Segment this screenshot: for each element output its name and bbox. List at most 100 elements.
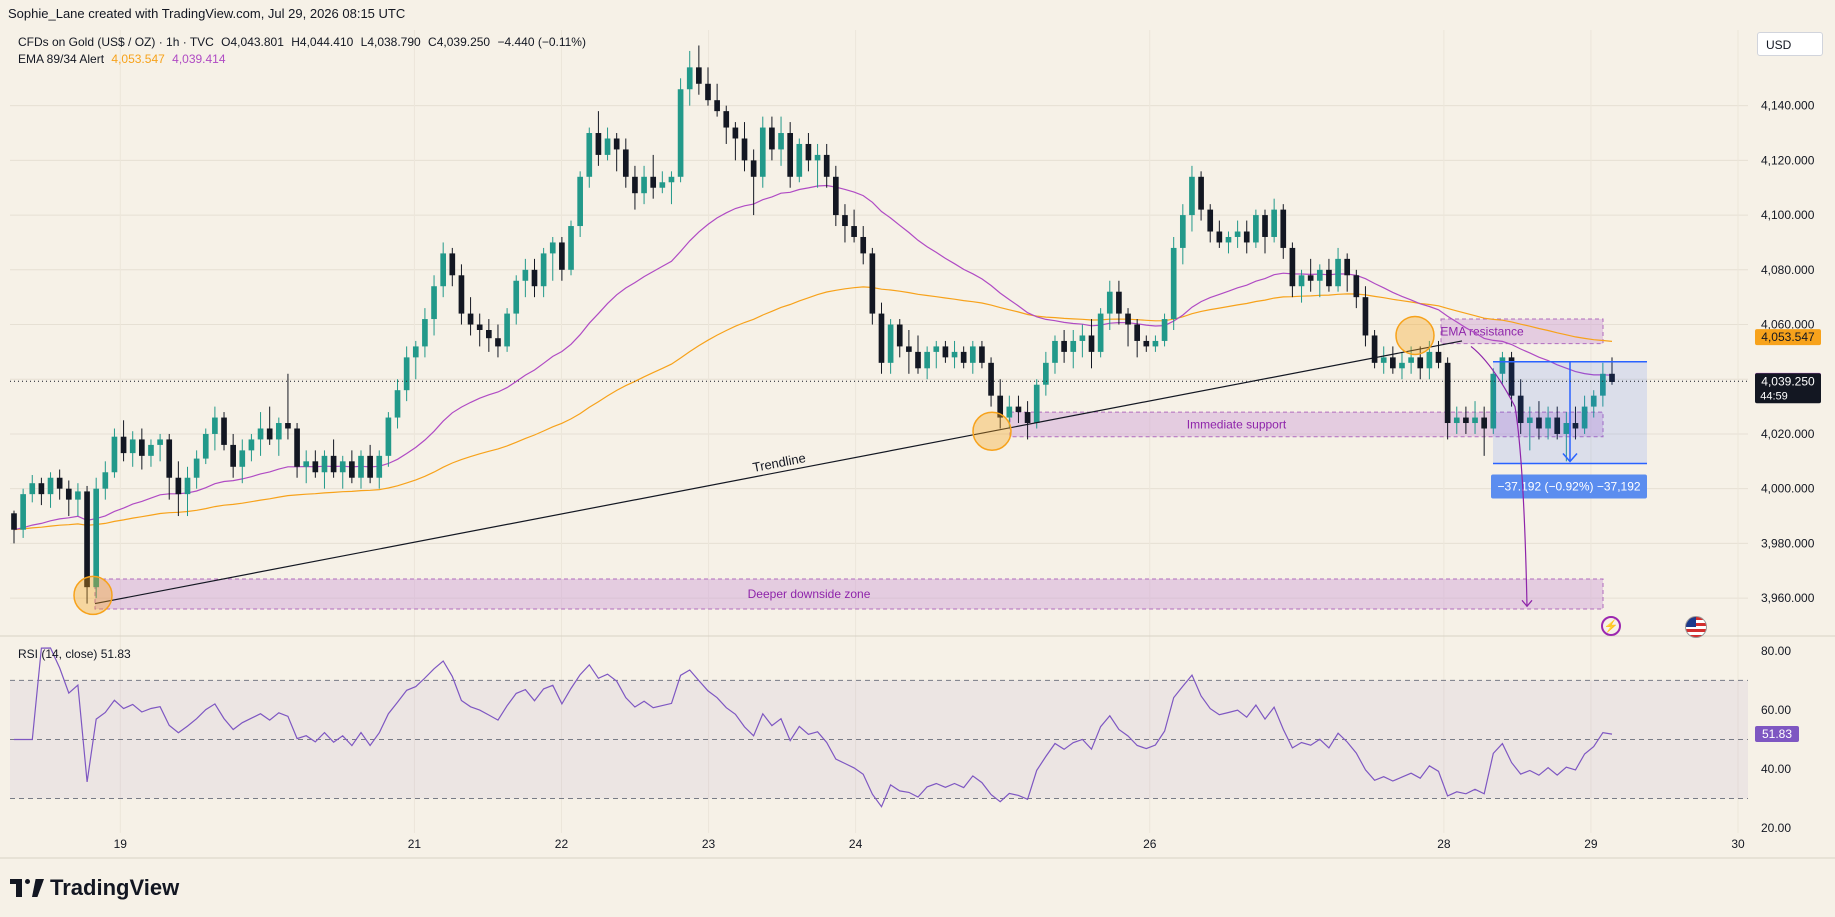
candle-body <box>412 346 419 358</box>
time-tick-label: 22 <box>555 837 569 851</box>
rsi-badge-text: 51.83 <box>1762 727 1792 741</box>
candle-body <box>997 395 1004 418</box>
candle-body <box>202 433 209 459</box>
candle-body <box>248 439 255 451</box>
candle-body <box>1435 351 1442 363</box>
candle-body <box>139 439 145 456</box>
candle-body <box>1609 373 1615 382</box>
candle-body <box>1198 176 1204 210</box>
time-tick-label: 23 <box>702 837 716 851</box>
candle-body <box>47 477 54 495</box>
candle-body <box>842 215 848 227</box>
candle-body <box>129 439 136 454</box>
candle-body <box>1481 417 1487 429</box>
touch-point-marker <box>1395 315 1435 356</box>
candle-body <box>878 313 885 363</box>
candle-body <box>650 176 657 188</box>
candle-body <box>75 491 81 500</box>
candle-body <box>1526 417 1533 424</box>
measure-arrowhead <box>1562 453 1578 463</box>
zones: EMA resistance Immediate support Deeper do… <box>94 318 1604 610</box>
candle-body <box>1152 340 1159 347</box>
candle-body <box>1280 209 1287 248</box>
candle-body <box>294 428 300 467</box>
chart-legend: CFDs on Gold (US$ / OZ) · 1h · TVC O4,04… <box>18 34 586 68</box>
candle-body <box>869 253 876 314</box>
candle-body <box>467 313 474 325</box>
price-tick-label: 4,100.000 <box>1761 208 1815 222</box>
candle-body <box>604 138 611 155</box>
candle-body <box>705 83 711 101</box>
last-price-badge <box>1755 373 1821 404</box>
candle-body <box>1380 357 1387 363</box>
candle-body <box>979 346 985 363</box>
candle-body <box>1399 362 1405 369</box>
candle-body <box>1490 373 1497 429</box>
candle-body <box>394 390 401 418</box>
candle-body <box>20 494 26 530</box>
candle-body <box>193 458 200 478</box>
candle-body <box>1097 313 1104 352</box>
candle-body <box>175 477 182 495</box>
touch-point-marker <box>972 411 1012 451</box>
candle-body <box>723 111 730 128</box>
rsi-label[interactable]: RSI (14, close) <box>18 647 98 661</box>
rsi-line <box>14 647 1613 808</box>
us-flag-icon[interactable] <box>1685 616 1707 638</box>
candle-body <box>486 330 492 339</box>
symbol-name[interactable]: CFDs on Gold (US$ / OZ) · 1h · TVC <box>18 35 214 49</box>
candle-body <box>969 346 976 363</box>
candle-body <box>924 351 930 369</box>
candle-body <box>1216 231 1223 243</box>
tradingview-logo[interactable]: TradingView <box>10 875 179 901</box>
ema-slow-badge-text: 4,053.547 <box>1761 330 1815 344</box>
price-tick-label: 4,020.000 <box>1761 427 1815 441</box>
ema-slow-badge <box>1755 329 1821 346</box>
ema-89-line <box>13 286 1613 531</box>
candle-body <box>714 100 720 112</box>
projection-arrow <box>1470 345 1528 607</box>
candle-body <box>641 176 647 194</box>
lightning-icon[interactable]: ⚡ <box>1601 616 1621 636</box>
projection-arrowhead <box>1521 599 1533 608</box>
candle-body <box>1508 357 1515 396</box>
candle-body <box>1408 357 1414 363</box>
open-value: O4,043.801 <box>221 35 284 49</box>
candle-body <box>1426 351 1433 369</box>
candle-body <box>367 455 373 478</box>
candle-body <box>686 67 693 90</box>
candle-body <box>586 133 593 177</box>
candle-body <box>1143 340 1150 347</box>
candle-body <box>759 127 766 177</box>
trendline-label: Trendline <box>751 450 807 475</box>
touch-point-marker <box>73 575 113 616</box>
attribution: Sophie_Lane created with TradingView.com… <box>8 6 406 21</box>
candle-body <box>93 488 100 588</box>
currency-selector[interactable]: USD <box>1757 32 1823 56</box>
price-tick-label: 4,060.000 <box>1761 318 1815 332</box>
candle-body <box>1335 258 1341 287</box>
candle-body <box>540 253 547 287</box>
candle-body <box>1161 319 1168 341</box>
candle-body <box>349 461 355 478</box>
price-tick-label: 3,980.000 <box>1761 536 1815 550</box>
candle-body <box>1225 236 1232 243</box>
countdown-text: 44:59 <box>1760 390 1788 402</box>
candle-body <box>403 357 410 391</box>
rsi-pane <box>10 647 1748 808</box>
tradingview-logo-icon <box>10 877 44 899</box>
candle-body <box>860 236 867 254</box>
candle-body <box>1271 209 1277 237</box>
deeper-downside-zone <box>94 578 1604 610</box>
candle-body <box>257 428 264 440</box>
candle-body <box>111 436 118 473</box>
candle-body <box>1234 231 1241 237</box>
candle-body <box>1289 247 1296 287</box>
candle-body <box>330 455 337 473</box>
candle-body <box>1444 362 1451 424</box>
immediate-support-zone <box>1009 411 1604 438</box>
ema-indicator-label[interactable]: EMA 89/34 Alert <box>18 52 105 66</box>
candle-body <box>212 417 218 434</box>
rsi-tick-label: 80.00 <box>1761 644 1791 658</box>
